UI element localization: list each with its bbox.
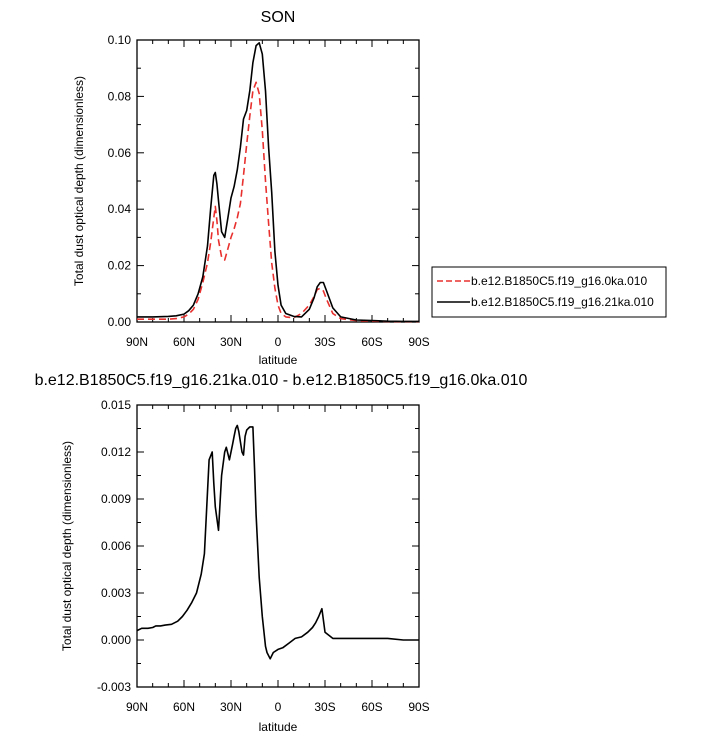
top-y-ticks: 0.00 0.02 0.04 0.06 0.08 0.10 [108,33,419,329]
bottom-y-axis-label: Total dust optical depth (dimensionless) [60,441,74,651]
bottom-y-tick-label: 0.000 [101,633,131,647]
legend-label-21ka: b.e12.B1850C5.f19_g16.21ka.010 [471,295,654,309]
bottom-y-tick-label: 0.003 [101,586,131,600]
top-x-tick-label: 60S [361,335,382,349]
bottom-x-tick-label: 30N [220,700,242,714]
top-y-tick-label: 0.06 [108,146,132,160]
top-x-tick-label: 30S [314,335,335,349]
bottom-x-axis-label: latitude [259,720,298,734]
bottom-x-tick-label: 90S [408,700,429,714]
top-series-group [137,41,419,323]
top-x-ticks: 90N 60N 30N 0 30S 60S 90S [126,40,430,349]
bottom-series-group [136,424,419,660]
bottom-y-tick-label: 0.012 [101,445,131,459]
top-series-line-b-e12-b1850c5-f19-g16-0ka-010 [137,81,419,323]
top-x-tick-label: 60N [173,335,195,349]
top-x-tick-label: 30N [220,335,242,349]
top-y-axis-label: Total dust optical depth (dimensionless) [72,76,86,286]
bottom-x-ticks: 90N 60N 30N 0 30S 60S 90S [126,405,430,714]
bottom-y-tick-label: 0.015 [101,398,131,412]
bottom-y-tick-label: 0.006 [101,539,131,553]
bottom-series-line-0 [136,424,419,660]
legend-box [431,266,667,318]
top-legend: b.e12.B1850C5.f19_g16.0ka.010 b.e12.B185… [431,266,667,318]
top-y-tick-label: 0.10 [108,33,132,47]
top-x-tick-label: 0 [275,335,282,349]
bottom-y-ticks: -0.003 0.000 0.003 0.006 0.009 0.012 0.015 [97,398,419,694]
bottom-x-tick-label: 60N [173,700,195,714]
top-series-line-b-e12-b1850c5-f19-g16-21ka-010 [137,41,419,323]
top-x-axis-label: latitude [259,353,298,367]
bottom-y-tick-label: 0.009 [101,492,131,506]
bottom-x-tick-label: 60S [361,700,382,714]
top-chart-title: SON [261,9,296,26]
top-y-tick-label: 0.02 [108,259,132,273]
bottom-y-tick-label: -0.003 [97,680,131,694]
top-x-tick-label: 90S [408,335,429,349]
bottom-x-tick-label: 0 [275,700,282,714]
top-chart: SON 0.00 0.02 0.04 0.06 0.08 0.10 90N 60N 30N 0 3… [72,9,667,367]
bottom-x-tick-label: 90N [126,700,148,714]
top-y-tick-label: 0.00 [108,315,132,329]
top-y-tick-label: 0.04 [108,202,132,216]
top-x-tick-label: 90N [126,335,148,349]
legend-label-0ka: b.e12.B1850C5.f19_g16.0ka.010 [471,274,647,288]
top-y-tick-label: 0.08 [108,89,132,103]
bottom-x-tick-label: 30S [314,700,335,714]
bottom-chart-title: b.e12.B1850C5.f19_g16.21ka.010 - b.e12.B… [35,372,528,389]
bottom-chart: b.e12.B1850C5.f19_g16.21ka.010 - b.e12.B… [35,372,528,734]
bottom-plot-frame [136,404,420,688]
